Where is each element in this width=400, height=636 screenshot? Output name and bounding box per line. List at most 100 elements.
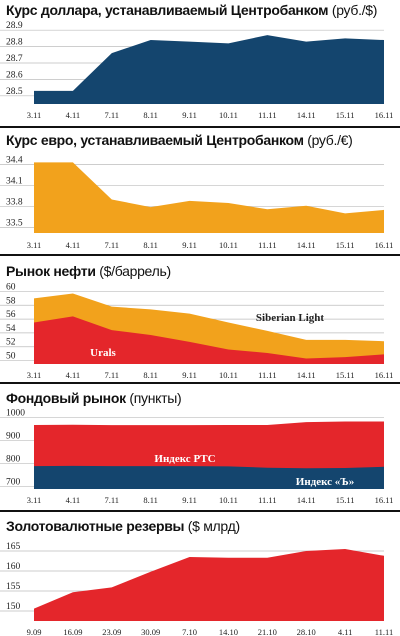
reserves-panel: Золотовалютные резервы ($ млрд) 150 155 16… (0, 512, 400, 636)
x-tick-label: 10.11 (219, 495, 238, 505)
x-tick-label: 9.11 (182, 240, 197, 250)
x-tick-label: 9.11 (182, 110, 197, 120)
x-tick-label: 16.09 (63, 627, 82, 636)
x-tick-label: 14.11 (297, 110, 316, 120)
x-tick-label: 7.11 (104, 370, 119, 380)
area-series (34, 162, 384, 233)
oil-market-title-text: Рынок нефти (6, 263, 96, 279)
y-tick-label: 28.8 (6, 38, 23, 48)
y-tick-label: 50 (6, 352, 16, 362)
reserves-title-text: Золотовалютные резервы (6, 518, 185, 534)
series-label: Индекс РТС (154, 453, 215, 465)
y-tick-label: 28.5 (6, 87, 23, 97)
x-tick-label: 3.11 (27, 110, 42, 120)
x-tick-label: 15.11 (336, 110, 355, 120)
reserves-chart: 150 155 160 165 9.09 16.09 23.09 30.09 7.10 14.10… (0, 542, 394, 636)
y-tick-label: 34.4 (6, 155, 23, 165)
stock-market-panel: Фондовый рынок (пункты) 700 800 900 1000 3.1… (0, 384, 400, 509)
x-tick-label: 11.11 (375, 627, 394, 636)
eur-rate-title-text: Курс евро, устанавливаемый Центробанком (6, 132, 304, 148)
x-tick-label: 28.10 (297, 627, 316, 636)
divider (0, 254, 400, 256)
x-tick-label: 11.11 (258, 370, 277, 380)
x-tick-label: 3.11 (27, 370, 42, 380)
y-tick-label: 28.6 (6, 70, 23, 80)
y-tick-label: 58 (6, 296, 16, 306)
x-tick-label: 3.11 (27, 240, 42, 250)
x-tick-label: 11.11 (258, 240, 277, 250)
divider (0, 510, 400, 512)
x-tick-label: 9.11 (182, 495, 197, 505)
x-tick-label: 21.10 (258, 627, 277, 636)
usd-rate-title: Курс доллара, устанавливаемый Центробанк… (6, 2, 377, 18)
usd-rate-chart: 28.5 28.6 28.7 28.8 28.9 3.11 4.11 7.11 8.11 9.11… (0, 21, 394, 120)
stock-market-chart: 700 800 900 1000 3.11 4.11 7.11 8.11 9.11 10.11 11… (0, 408, 394, 505)
x-tick-label: 16.11 (375, 495, 394, 505)
reserves-unit: ($ млрд) (187, 518, 240, 534)
x-tick-label: 14.11 (297, 240, 316, 250)
y-tick-label: 52 (6, 338, 16, 348)
x-tick-label: 15.11 (336, 370, 355, 380)
y-tick-label: 700 (6, 478, 21, 488)
oil-market-chart: 50 52 54 56 58 60 3.11 4.11 7.11 8.11 9.11 10.11 11.… (0, 282, 394, 380)
x-tick-label: 16.11 (375, 240, 394, 250)
x-tick-label: 15.11 (336, 495, 355, 505)
x-tick-label: 4.11 (66, 110, 81, 120)
x-tick-label: 8.11 (143, 495, 158, 505)
reserves-title: Золотовалютные резервы ($ млрд) (6, 518, 240, 534)
series-label: Siberian Light (256, 312, 324, 324)
x-tick-label: 4.11 (66, 240, 81, 250)
stock-market-unit: (пункты) (129, 390, 182, 406)
y-tick-label: 34.1 (6, 176, 23, 186)
y-tick-label: 160 (6, 562, 21, 572)
x-tick-label: 16.11 (375, 110, 394, 120)
area-series-индекс-ъ- (34, 465, 384, 489)
y-tick-label: 28.7 (6, 54, 23, 64)
y-tick-label: 33.8 (6, 197, 23, 207)
x-tick-label: 9.11 (182, 370, 197, 380)
x-tick-label: 15.11 (336, 240, 355, 250)
x-tick-label: 3.11 (27, 495, 42, 505)
x-tick-label: 8.11 (143, 370, 158, 380)
x-tick-label: 7.10 (182, 627, 197, 636)
y-tick-label: 54 (6, 324, 16, 334)
area-series (34, 549, 384, 621)
y-tick-label: 28.9 (6, 21, 23, 31)
x-tick-label: 11.11 (258, 110, 277, 120)
stock-market-title-text: Фондовый рынок (6, 390, 126, 406)
x-tick-label: 23.09 (102, 627, 121, 636)
x-tick-label: 8.11 (143, 240, 158, 250)
eur-rate-chart: 33.5 33.8 34.1 34.4 3.11 4.11 7.11 8.11 9.11 10.1… (0, 155, 394, 250)
stock-market-title: Фондовый рынок (пункты) (6, 390, 182, 406)
y-tick-label: 33.5 (6, 218, 23, 228)
series-label: Urals (90, 347, 116, 359)
x-tick-label: 16.11 (375, 370, 394, 380)
usd-rate-panel: Курс доллара, устанавливаемый Центробанк… (0, 0, 400, 125)
x-tick-label: 8.11 (143, 110, 158, 120)
y-tick-label: 150 (6, 602, 21, 612)
eur-rate-unit: (руб./€) (307, 132, 353, 148)
x-tick-label: 10.11 (219, 370, 238, 380)
x-tick-label: 7.11 (104, 495, 119, 505)
x-tick-label: 10.11 (219, 110, 238, 120)
x-tick-label: 11.11 (258, 495, 277, 505)
x-tick-label: 9.09 (27, 627, 42, 636)
y-tick-label: 155 (6, 582, 21, 592)
x-tick-label: 7.11 (104, 110, 119, 120)
y-tick-label: 165 (6, 542, 21, 552)
divider (0, 126, 400, 128)
divider (0, 382, 400, 384)
eur-rate-panel: Курс евро, устанавливаемый Центробанком … (0, 128, 400, 253)
oil-market-panel: Рынок нефти ($/баррель) 50 52 54 56 58 60 3.11… (0, 256, 400, 381)
y-tick-label: 1000 (6, 408, 25, 418)
series-label: Индекс «Ъ» (296, 476, 354, 488)
eur-rate-title: Курс евро, устанавливаемый Центробанком … (6, 132, 353, 148)
y-tick-label: 60 (6, 282, 16, 292)
area-series-urals (34, 316, 384, 364)
x-tick-label: 4.11 (66, 370, 81, 380)
area-series (34, 35, 384, 104)
y-tick-label: 900 (6, 431, 21, 441)
x-tick-label: 4.11 (66, 495, 81, 505)
y-tick-label: 56 (6, 310, 16, 320)
oil-market-title: Рынок нефти ($/баррель) (6, 263, 171, 279)
